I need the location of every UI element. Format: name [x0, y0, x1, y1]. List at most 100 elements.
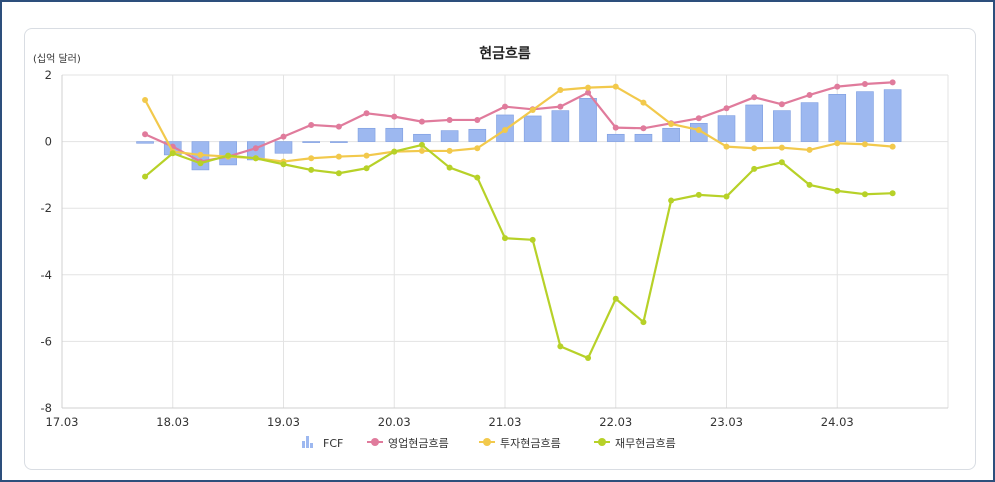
series-point	[585, 89, 592, 96]
series-point	[612, 83, 619, 90]
series-point	[585, 84, 592, 91]
series-point	[446, 147, 453, 154]
fcf-bar	[800, 102, 819, 142]
legend-swatch-bar	[310, 443, 313, 448]
series-point	[751, 94, 758, 101]
legend-swatch-dot	[483, 438, 491, 446]
series-point	[446, 164, 453, 171]
series-point	[169, 150, 176, 157]
legend-label: FCF	[323, 437, 343, 450]
series-point	[502, 126, 508, 133]
series-point	[889, 79, 896, 86]
series-point	[668, 120, 675, 127]
fcf-bar	[745, 104, 763, 142]
series-point	[640, 125, 647, 132]
fcf-bar	[468, 128, 487, 142]
series-point	[861, 80, 868, 87]
series-point	[529, 236, 536, 243]
fcf-bar	[883, 89, 902, 142]
legend-swatch-dot	[598, 438, 606, 446]
series-point	[280, 161, 287, 168]
y-tick-label: 0	[45, 135, 52, 149]
series-point	[474, 174, 481, 181]
series-point	[280, 133, 287, 140]
fcf-bar	[662, 127, 680, 142]
fcf-bars	[136, 89, 902, 171]
series-point	[806, 181, 813, 188]
fcf-bar	[634, 133, 653, 142]
x-tick-label: 17.03	[46, 415, 79, 429]
series-point	[889, 190, 896, 197]
series-point	[834, 187, 841, 194]
series-point	[418, 147, 425, 154]
series-point	[778, 159, 785, 166]
series-point	[751, 165, 758, 172]
series-point	[391, 113, 398, 120]
series-point	[806, 91, 813, 98]
x-tick-label: 18.03	[156, 415, 189, 429]
series-point	[308, 166, 315, 173]
fcf-bar	[523, 115, 542, 142]
fcf-bar	[717, 115, 736, 142]
series-point	[557, 343, 564, 350]
series-point	[363, 152, 370, 159]
series-point	[889, 143, 896, 150]
series-point	[225, 152, 232, 159]
series-point	[861, 191, 868, 198]
series-point	[363, 110, 370, 117]
series-point	[252, 145, 259, 152]
legend: FCF 영업현금흐름 투자현금흐름 재무현금흐름	[302, 436, 676, 450]
fcf-bar	[828, 94, 847, 142]
series-point	[142, 96, 149, 103]
series-point	[861, 141, 868, 148]
fcf-bar	[579, 98, 597, 142]
series-point	[363, 165, 370, 172]
series-point	[335, 170, 342, 177]
series-point	[723, 193, 730, 200]
series-point	[418, 118, 425, 125]
series-point	[640, 99, 647, 106]
x-tick-label: 24.03	[821, 415, 854, 429]
x-tick-label: 22.03	[599, 415, 632, 429]
legend-swatch-dot	[371, 438, 379, 446]
series-line	[144, 85, 893, 163]
chart-card	[24, 28, 976, 470]
series-point	[142, 173, 149, 180]
legend-label: 투자현금흐름	[500, 437, 561, 450]
legend-label: 재무현금흐름	[615, 437, 676, 450]
series-point	[806, 146, 813, 153]
fcf-bar	[136, 141, 154, 144]
series-point	[197, 151, 204, 158]
series-line	[144, 81, 893, 163]
unit-label: (십억 달러)	[33, 53, 81, 65]
series-point	[418, 141, 425, 148]
series-point	[197, 160, 204, 167]
series-point	[723, 105, 730, 112]
series-line	[144, 143, 893, 360]
series-point	[834, 83, 841, 90]
fcf-bar	[330, 141, 348, 143]
series-point	[252, 155, 259, 162]
fcf-bar	[606, 133, 625, 142]
fcf-bar	[302, 141, 320, 143]
fcf-bar	[856, 91, 874, 142]
series-point	[474, 116, 481, 123]
fcf-bar	[385, 127, 404, 142]
series-point	[446, 116, 453, 123]
fcf-bar	[551, 110, 570, 142]
series-point	[778, 101, 785, 108]
x-tick-label: 20.03	[378, 415, 411, 429]
series-point	[640, 319, 647, 326]
y-tick-label: -2	[41, 201, 52, 215]
series-point	[557, 86, 564, 93]
y-tick-label: -8	[41, 401, 52, 415]
legend-swatch-bar	[306, 436, 309, 448]
series-point	[308, 155, 315, 162]
series-point	[585, 355, 592, 362]
series-point	[308, 121, 315, 128]
series-point	[335, 123, 342, 130]
series-point	[502, 103, 508, 110]
series-point	[723, 143, 730, 150]
series-point	[751, 145, 758, 152]
